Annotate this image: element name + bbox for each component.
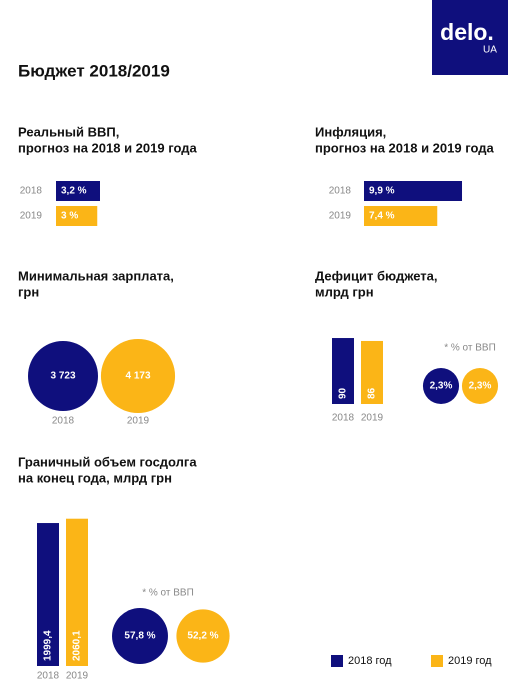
- value-label: 3 %: [61, 211, 78, 222]
- value-label: 1999,4: [43, 630, 54, 661]
- value-label: 3,2 %: [61, 186, 87, 197]
- category-label: 2019: [127, 416, 150, 427]
- bar: [37, 523, 59, 666]
- value-label: 3 723: [50, 371, 75, 382]
- category-label: 2018: [37, 671, 60, 682]
- bubble: [28, 341, 98, 411]
- bar: [332, 338, 354, 404]
- category-label: 2019: [66, 671, 89, 682]
- chart-title: Дефицит бюджета,: [315, 268, 438, 283]
- logo-box: [432, 0, 508, 75]
- share-label: 52,2 %: [187, 631, 218, 642]
- category-label: 2019: [329, 211, 352, 222]
- chart-title: прогноз на 2018 и 2019 года: [315, 140, 494, 155]
- legend-swatch: [331, 655, 343, 667]
- share-circle: [112, 608, 168, 664]
- bar: [364, 206, 438, 226]
- bar: [361, 340, 383, 404]
- category-label: 2018: [20, 186, 43, 197]
- share-note: * % от ВВП: [142, 588, 194, 599]
- share-circle: [461, 367, 499, 405]
- legend-label: 2019 год: [448, 655, 492, 667]
- bar: [364, 181, 463, 201]
- category-label: 2018: [329, 186, 352, 197]
- chart-title: Минимальная зарплата,: [18, 268, 174, 283]
- category-label: 2018: [332, 413, 355, 424]
- legend-swatch: [431, 655, 443, 667]
- legend-label: 2018 год: [348, 655, 392, 667]
- share-label: 57,8 %: [124, 631, 155, 642]
- bar: [56, 206, 98, 226]
- logo-sub: UA: [483, 45, 497, 56]
- value-label: 2060,1: [72, 630, 83, 661]
- value-label: 90: [338, 387, 349, 399]
- bar: [66, 518, 88, 666]
- chart-title: Реальный ВВП,: [18, 124, 119, 139]
- bar: [56, 181, 100, 201]
- chart-title: грн: [18, 284, 39, 299]
- value-label: 86: [367, 387, 378, 399]
- chart-title: Граничный объем госдолга: [18, 454, 197, 469]
- page-title: Бюджет 2018/2019: [18, 61, 170, 80]
- chart-title: Инфляция,: [315, 124, 386, 139]
- category-label: 2019: [20, 211, 43, 222]
- value-label: 7,4 %: [369, 211, 395, 222]
- share-note: * % от ВВП: [444, 343, 496, 354]
- chart-title: прогноз на 2018 и 2019 года: [18, 140, 197, 155]
- chart-title: на конец года, млрд грн: [18, 470, 172, 485]
- category-label: 2018: [52, 416, 75, 427]
- bubble: [100, 338, 176, 414]
- share-label: 2,3%: [430, 381, 453, 392]
- chart-title: млрд грн: [315, 284, 374, 299]
- share-circle: [422, 367, 460, 405]
- share-label: 2,3%: [469, 381, 492, 392]
- value-label: 4 173: [125, 371, 150, 382]
- value-label: 9,9 %: [369, 186, 395, 197]
- category-label: 2019: [361, 413, 384, 424]
- share-circle: [176, 609, 230, 663]
- logo: delo.: [440, 19, 494, 45]
